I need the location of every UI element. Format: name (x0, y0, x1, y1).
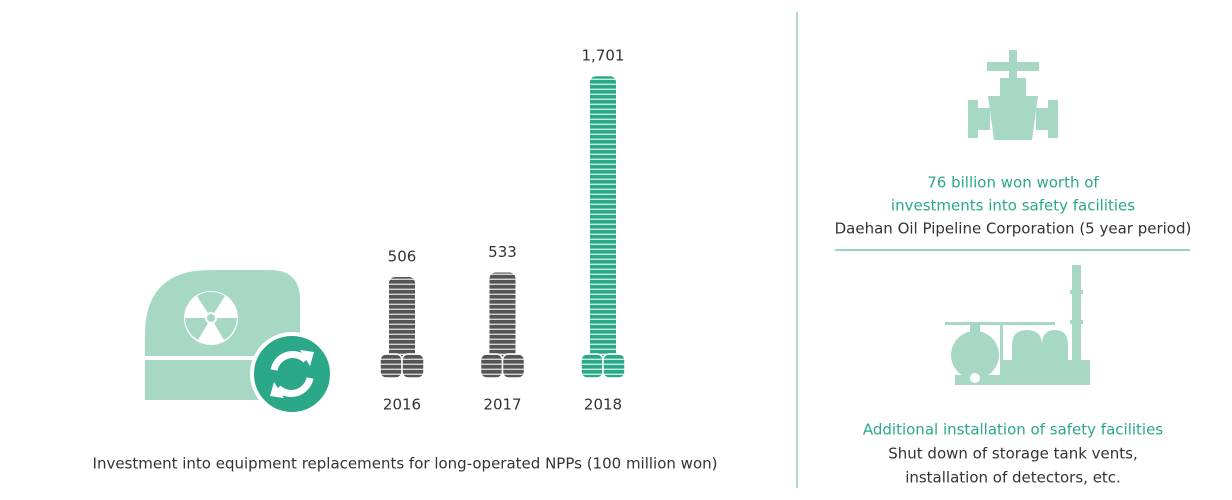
value-label: 533 (488, 243, 517, 261)
coin-stripes (380, 354, 402, 378)
coin-stripes (389, 277, 415, 362)
facilities-line: Shut down of storage tank vents, (888, 445, 1138, 463)
value-label: 506 (388, 247, 417, 265)
x-tick-label: 2017 (483, 396, 521, 414)
infographic: Investment into equipment replacements f… (0, 0, 1232, 500)
factory-icon (945, 265, 1090, 385)
facilities-line: installation of detectors, etc. (905, 469, 1121, 487)
coin-stripes (481, 354, 503, 378)
x-tick-label: 2016 (383, 396, 421, 414)
coin-stripes (490, 272, 516, 362)
pipeline-title: investments into safety facilities (891, 197, 1135, 215)
value-label: 1,701 (582, 47, 625, 65)
coin-stripes (402, 354, 424, 378)
facilities-title: Additional installation of safety facili… (863, 421, 1163, 439)
reactor-icon (145, 270, 332, 414)
valve-icon (968, 50, 1058, 140)
coin-stripes (590, 76, 616, 362)
coin-stripes (503, 354, 525, 378)
x-tick-label: 2018 (584, 396, 622, 414)
coin-stripes (581, 354, 603, 378)
coin-stripes (603, 354, 625, 378)
chart-caption: Investment into equipment replacements f… (93, 455, 718, 473)
pipeline-subtitle: Daehan Oil Pipeline Corporation (5 year … (835, 220, 1192, 238)
pipeline-title: 76 billion won worth of (927, 174, 1099, 192)
